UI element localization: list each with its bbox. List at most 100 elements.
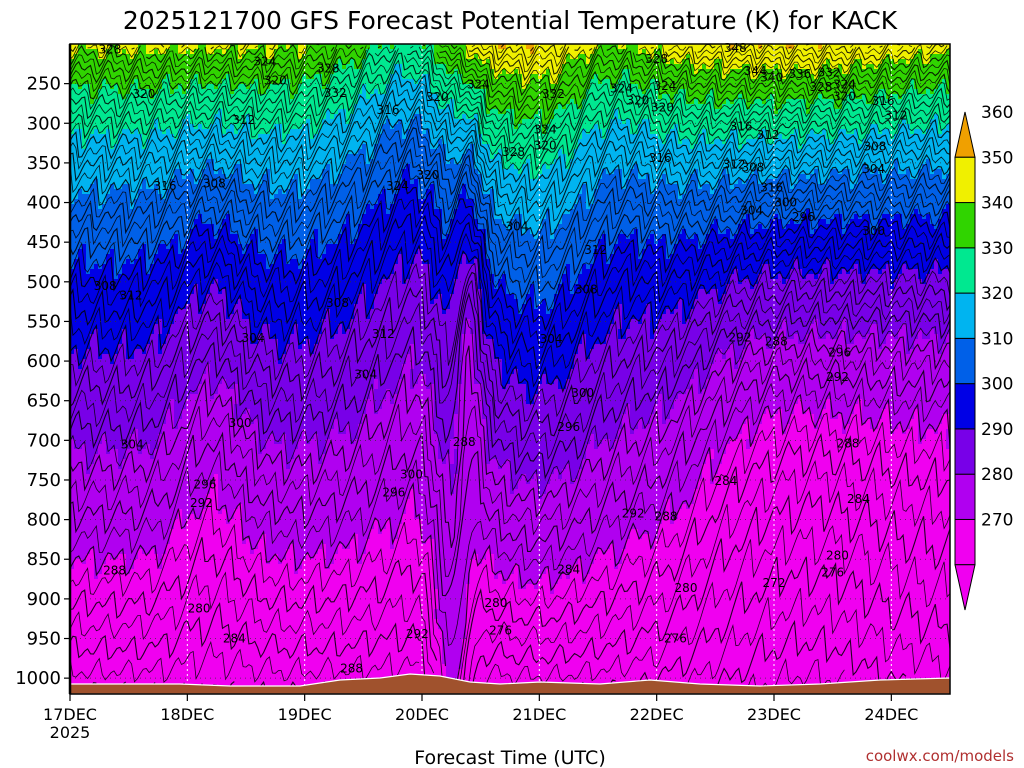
contour-label: 332 (818, 66, 841, 80)
colorbar-tick-label: 290 (981, 420, 1013, 440)
contour-label: 308 (741, 161, 764, 175)
y-tick-label: 600 (27, 351, 61, 372)
y-tick-label: 950 (27, 629, 61, 650)
contour-label: 304 (862, 162, 885, 176)
colorbar-segment (954, 156, 976, 204)
x-tick-label: 22DEC (630, 705, 684, 724)
contour-label: 320 (416, 168, 439, 182)
colorbar-segment (954, 473, 976, 520)
contour-label: 320 (426, 90, 449, 104)
contour-label: 320 (264, 74, 287, 88)
contour-label: 316 (730, 119, 753, 133)
contour-label: 324 (386, 179, 409, 193)
contour-label: 304 (506, 219, 529, 233)
contour-label: 288 (655, 509, 678, 523)
contour-label: 272 (763, 576, 786, 590)
contour-label: 320 (626, 93, 649, 107)
contour-label: 292 (190, 496, 213, 510)
plot-area (70, 44, 950, 694)
contour-label: 328 (317, 62, 340, 76)
terrain-fill (70, 673, 950, 694)
contour-label: 348 (724, 41, 747, 55)
colorbar-tick-label: 360 (981, 103, 1013, 123)
contour-label: 312 (885, 108, 908, 122)
y-tick-label: 250 (27, 74, 61, 95)
contour-label: 320 (534, 139, 557, 153)
contour-label: 292 (406, 627, 429, 641)
credit-text[interactable]: coolwx.com/models (866, 747, 1014, 765)
contour-label: 328 (809, 80, 832, 94)
contour-label: 324 (534, 123, 557, 137)
contour-label: 308 (94, 279, 117, 293)
x-tick-label: 19DEC (278, 705, 332, 724)
x-tick-label: 21DEC (512, 705, 566, 724)
contour-label: 312 (584, 243, 607, 257)
x-tick-label: 18DEC (160, 705, 214, 724)
chart-title: 2025121700 GFS Forecast Potential Temper… (123, 6, 898, 35)
contour-label: 324 (610, 81, 633, 95)
contour-label: 316 (649, 151, 672, 165)
y-tick-label: 550 (27, 311, 61, 332)
x-year-label: 2025 (50, 723, 91, 742)
y-tick-label: 800 (27, 510, 61, 531)
contour-label: 304 (121, 437, 144, 451)
contour-label: 300 (571, 386, 594, 400)
contour-label: 300 (862, 224, 885, 238)
contour-label: 312 (757, 128, 780, 142)
colorbar-tick-label: 300 (981, 375, 1013, 395)
contour-label: 308 (863, 139, 886, 153)
contour-label: 296 (193, 478, 216, 492)
contour-label: 324 (833, 77, 856, 91)
contour-label: 308 (575, 283, 598, 297)
contour-label: 284 (714, 474, 737, 488)
contour-label: 292 (622, 506, 645, 520)
contour-label: 312 (372, 327, 395, 341)
contour-label: 316 (760, 181, 783, 195)
colorbar-tick-label: 270 (981, 511, 1013, 531)
contour-label: 288 (836, 437, 859, 451)
contour-label: 288 (765, 334, 788, 348)
contour-label: 284 (557, 563, 580, 577)
contour-label: 276 (489, 624, 512, 638)
x-tick-label: 24DEC (864, 705, 918, 724)
x-axis-label: Forecast Time (UTC) (414, 747, 605, 768)
contour-label: 276 (821, 566, 844, 580)
colorbar-segment (954, 247, 976, 294)
contour-label: 284 (847, 492, 870, 506)
y-tick-label: 700 (27, 430, 61, 451)
colorbar-segment (954, 518, 976, 566)
colorbar-bottom-arrow (954, 564, 976, 611)
contour-label: 296 (382, 486, 405, 500)
contour-label: 292 (826, 370, 849, 384)
contour-label: 344 (744, 64, 767, 78)
contour-label: 296 (828, 345, 851, 359)
contour-label: 284 (223, 632, 246, 646)
contour-label: 324 (467, 77, 490, 91)
colorbar-segment (954, 383, 976, 430)
contour-label: 296 (557, 420, 580, 434)
contour-label: 316 (154, 179, 177, 193)
colorbar-segment (954, 202, 976, 249)
contour-label: 304 (540, 332, 563, 346)
contour-label: 336 (788, 67, 811, 81)
contour-label: 300 (229, 416, 252, 430)
contour-label: 300 (400, 467, 423, 481)
y-tick-label: 450 (27, 232, 61, 253)
contour-label: 304 (354, 368, 377, 382)
contour-label: 296 (792, 210, 815, 224)
colorbar-tick-label: 320 (981, 284, 1013, 304)
contour-label: 308 (326, 296, 349, 310)
colorbar-tick-label: 340 (981, 194, 1013, 214)
colorbar: 270 280 290 300 310 320 330 340 350 360 (954, 103, 1013, 611)
contour-label: 288 (103, 563, 126, 577)
contour-label: 280 (484, 596, 507, 610)
y-tick-label: 750 (27, 470, 61, 491)
contour-label: 308 (203, 177, 226, 191)
contour-label: 280 (826, 548, 849, 562)
colorbar-segment (954, 337, 976, 385)
y-tick-label: 900 (27, 589, 61, 610)
colorbar-segment (954, 428, 976, 475)
y-tick-label: 650 (27, 391, 61, 412)
colorbar-tick-label: 280 (981, 465, 1013, 485)
colorbar-tick-label: 330 (981, 239, 1013, 259)
